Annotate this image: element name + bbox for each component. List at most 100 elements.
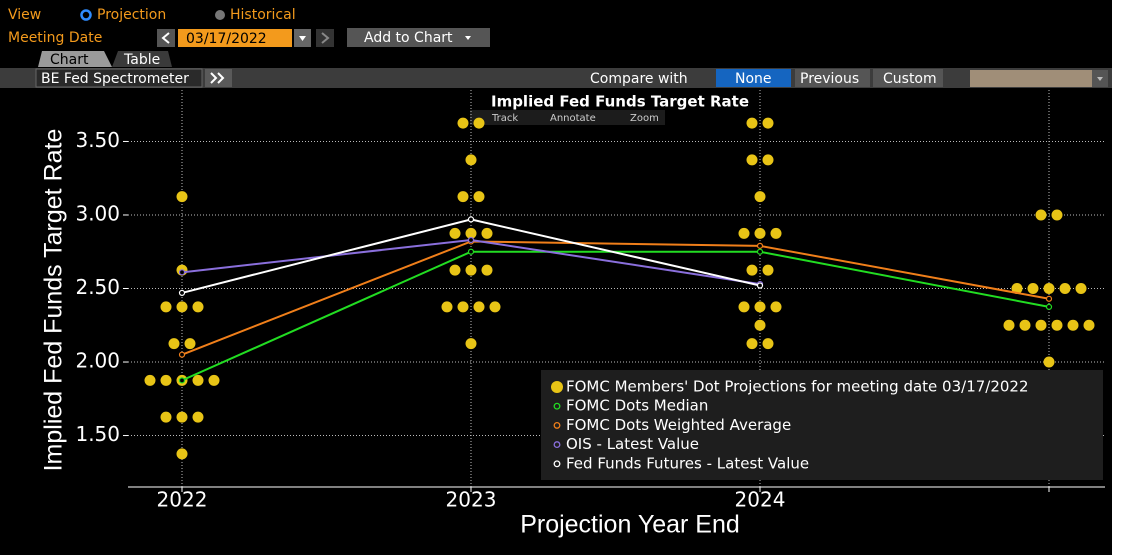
dot bbox=[176, 411, 188, 423]
dropdown-icon bbox=[465, 36, 471, 40]
dot bbox=[160, 374, 172, 386]
dropdown-icon bbox=[299, 36, 306, 41]
expand-icon bbox=[210, 72, 218, 84]
radio[interactable] bbox=[215, 10, 225, 20]
dot bbox=[457, 191, 469, 203]
dot bbox=[441, 301, 453, 313]
prev-button[interactable] bbox=[157, 29, 175, 47]
dot bbox=[449, 264, 461, 276]
dot bbox=[1003, 319, 1015, 331]
dot bbox=[176, 191, 188, 203]
compare-option-button[interactable] bbox=[795, 69, 870, 87]
compare-option-selected[interactable] bbox=[716, 69, 791, 87]
dot bbox=[489, 301, 501, 313]
compare-option[interactable]: Custom bbox=[883, 71, 937, 87]
chart-tool[interactable]: Track bbox=[491, 113, 518, 124]
toolbar-title: BE Fed Spectrometer bbox=[41, 71, 189, 87]
chart-tool[interactable]: Annotate bbox=[550, 113, 596, 124]
compare-option[interactable]: None bbox=[735, 71, 772, 87]
tab[interactable]: Chart bbox=[50, 52, 89, 68]
dot bbox=[1043, 283, 1055, 294]
point bbox=[467, 236, 475, 244]
dot bbox=[738, 301, 750, 313]
date-field[interactable] bbox=[178, 29, 292, 47]
dot bbox=[746, 154, 758, 166]
dot bbox=[1035, 209, 1047, 221]
y-tick-label: 3.50 bbox=[75, 128, 120, 152]
point bbox=[1045, 303, 1053, 310]
dot bbox=[481, 264, 493, 276]
point bbox=[178, 351, 186, 358]
compare-option-button[interactable] bbox=[873, 69, 943, 87]
tab[interactable] bbox=[112, 51, 172, 67]
y-tick-label: 3.00 bbox=[75, 201, 120, 225]
legend-marker bbox=[553, 460, 561, 468]
dot bbox=[1035, 319, 1047, 331]
dot bbox=[754, 319, 766, 331]
dropdown-icon bbox=[1097, 77, 1103, 81]
x-tick-label: 2022 bbox=[157, 488, 208, 512]
point bbox=[1045, 295, 1053, 302]
legend-label: FOMC Dots Weighted Average bbox=[566, 416, 791, 434]
dot bbox=[754, 301, 766, 313]
dot bbox=[473, 117, 485, 129]
dot bbox=[1051, 209, 1063, 221]
legend-label: Fed Funds Futures - Latest Value bbox=[566, 454, 809, 472]
next-icon bbox=[321, 32, 330, 44]
next-button[interactable] bbox=[316, 29, 334, 47]
chart-tools bbox=[470, 110, 665, 125]
view-option[interactable]: Historical bbox=[230, 7, 296, 23]
dot bbox=[738, 227, 750, 239]
dot bbox=[176, 448, 188, 460]
meeting-date: 03/17/2022 bbox=[186, 31, 267, 47]
toolbar-title-box bbox=[35, 68, 203, 88]
dot bbox=[160, 301, 172, 313]
tab[interactable]: Table bbox=[123, 52, 160, 68]
dot bbox=[1067, 319, 1079, 331]
dot bbox=[770, 301, 782, 313]
chart-tool[interactable]: Zoom bbox=[630, 113, 659, 124]
dot bbox=[144, 374, 156, 386]
dot bbox=[1059, 283, 1071, 294]
radio-selected[interactable] bbox=[80, 9, 92, 21]
select-field[interactable] bbox=[970, 70, 1092, 87]
dot bbox=[746, 264, 758, 276]
dot bbox=[762, 338, 774, 350]
dot bbox=[192, 411, 204, 423]
dot bbox=[449, 227, 461, 239]
compare-option[interactable]: Previous bbox=[800, 71, 859, 87]
view-label: View bbox=[8, 7, 41, 23]
dot bbox=[1083, 319, 1095, 331]
dot bbox=[481, 227, 493, 239]
dot bbox=[1051, 319, 1063, 331]
tab-selected[interactable] bbox=[38, 51, 112, 67]
legend-label: OIS - Latest Value bbox=[566, 435, 699, 453]
dot bbox=[1043, 356, 1055, 368]
dot bbox=[208, 374, 220, 386]
dot bbox=[160, 411, 172, 423]
view-option[interactable]: Projection bbox=[97, 7, 166, 23]
point bbox=[467, 248, 475, 255]
dot bbox=[457, 117, 469, 129]
y-axis-label: Implied Fed Funds Target Rate bbox=[40, 129, 68, 472]
chart-title: Implied Fed Funds Target Rate bbox=[491, 93, 749, 111]
dot bbox=[465, 338, 477, 350]
legend-box bbox=[541, 370, 1103, 480]
expand-button[interactable] bbox=[205, 69, 232, 87]
dot bbox=[473, 301, 485, 313]
dot bbox=[192, 374, 204, 386]
y-tick-label: 2.50 bbox=[75, 275, 120, 299]
point bbox=[178, 377, 186, 384]
prev-icon bbox=[161, 32, 170, 44]
dot bbox=[746, 117, 758, 129]
dot bbox=[457, 301, 469, 313]
dot bbox=[762, 154, 774, 166]
x-tick-label: 2024 bbox=[735, 488, 786, 512]
dot bbox=[473, 191, 485, 203]
add-to-chart-button[interactable] bbox=[347, 28, 490, 47]
dot bbox=[176, 301, 188, 313]
dot bbox=[770, 227, 782, 239]
meeting-date-label: Meeting Date bbox=[8, 30, 102, 46]
